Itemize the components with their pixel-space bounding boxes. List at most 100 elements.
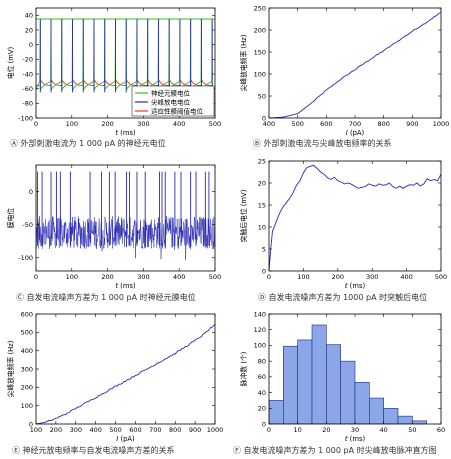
- x-tick-label: 0: [267, 426, 271, 434]
- y-tick-label: 25: [258, 157, 266, 165]
- y-tick-label: 0: [29, 188, 33, 196]
- x-tick-label: 300: [137, 273, 149, 281]
- x-tick-label: 20: [322, 426, 330, 434]
- plot-d: 0 100 200 300 400 500 0 5 10 15 20 25 t (ms) 突触后电位 (m…: [239, 157, 447, 290]
- caption-c: Ⓒ 自发电流噪声方差为 1 000 pA 时神经元膜电位: [16, 293, 196, 302]
- x-tick-label: 100: [66, 273, 78, 281]
- y-tick-label: 0: [29, 41, 33, 49]
- plot-f: 0 10 20 30 40 50 60 0 20 40 60 80 100 120 140 t (ms) 脉冲数…: [239, 310, 445, 443]
- y-tick-label: 100: [254, 342, 266, 350]
- histogram-bar: [397, 415, 413, 424]
- series-line: [269, 164, 441, 271]
- y-tick-label: 0: [262, 267, 266, 275]
- caption-f: Ⓕ 自发电流噪声方差为 1 000 pA 时尖峰放电脉冲直方图: [233, 446, 437, 455]
- axes-frame: [35, 164, 216, 272]
- x-tick-label: 200: [50, 426, 62, 434]
- plot-area: [36, 18, 215, 93]
- series-line: [269, 11, 441, 118]
- x-axis-label: t (ms): [115, 282, 136, 290]
- legend-label: 神经元膜电位: [151, 88, 191, 97]
- histogram-bar: [326, 344, 341, 424]
- caption-d: Ⓓ 自发电流噪声方差为 1000 pA 时突触后电位: [258, 293, 428, 302]
- x-axis-unit: (ms): [118, 129, 136, 137]
- x-axis-label: I (pA): [346, 129, 365, 137]
- x-axis-unit: (ms): [118, 282, 136, 290]
- y-axis-label: 尖峰放电频率 (Hz): [239, 34, 248, 91]
- chart-c: 0 100 200 300 400 500 -100 -50 0 t (ms) 膜电位: [6, 164, 221, 290]
- y-tick-label: 10: [258, 223, 266, 231]
- x-axis-var: t: [115, 129, 118, 137]
- x-tick-label: 500: [109, 426, 121, 434]
- chart-b: 400 500 600 700 800 900 1000 0 50 100 150 200 250 I (…: [239, 4, 450, 137]
- x-tick-label: 50: [408, 426, 416, 434]
- x-tick-label: 400: [400, 273, 412, 281]
- y-tick-label: 300: [21, 365, 33, 373]
- x-tick-label: 40: [380, 426, 388, 434]
- x-tick-label: 100: [297, 273, 309, 281]
- x-tick-label: 300: [137, 120, 149, 128]
- x-tick-label: 1000: [433, 120, 450, 128]
- plot-c: 0 100 200 300 400 500 -100 -50 0 t (ms) 膜电位: [6, 164, 221, 290]
- x-axis-var: t: [115, 282, 118, 290]
- chart-d: 0 100 200 300 400 500 0 5 10 15 20 25 t (ms) 突触后电位 (m…: [239, 157, 447, 290]
- x-axis-var: I: [346, 129, 348, 137]
- x-tick-label: 600: [320, 120, 332, 128]
- x-tick-label: 900: [406, 120, 418, 128]
- y-tick-label: 250: [254, 4, 266, 12]
- x-tick-label: 200: [101, 273, 113, 281]
- y-tick-label: 80: [258, 357, 266, 365]
- x-axis-unit: (ms): [348, 435, 366, 443]
- x-axis-label: t (ms): [345, 282, 366, 290]
- chart-f: 0 10 20 30 40 50 60 0 20 40 60 80 100 120 140 t (ms) 脉冲数…: [239, 310, 445, 443]
- histogram-bar: [369, 397, 384, 424]
- axes-frame: [268, 313, 442, 425]
- plot-area: [269, 164, 441, 271]
- x-tick-label: 400: [173, 273, 185, 281]
- y-axis-label: 脉冲数 (个): [239, 351, 248, 386]
- y-tick-label: 40: [258, 389, 266, 397]
- y-tick-label: -20: [22, 56, 33, 64]
- x-axis-label: I (pA): [116, 435, 135, 443]
- y-tick-label: 0: [29, 420, 33, 428]
- y-axis-label: 尖峰放电频率 (Hz): [6, 340, 15, 397]
- series-line: [36, 323, 215, 424]
- x-tick-label: 600: [129, 426, 141, 434]
- x-axis-var: t: [345, 435, 348, 443]
- x-tick-label: 500: [435, 273, 447, 281]
- y-tick-label: 200: [21, 384, 33, 392]
- x-tick-label: 300: [366, 273, 378, 281]
- y-tick-label: -60: [22, 85, 33, 93]
- y-tick-label: 50: [258, 92, 266, 100]
- y-axis-label: 突触后电位 (mV): [239, 189, 248, 242]
- plot-a: 0 100 200 300 400 500 -100 -80 -60 -40 -20 0 20 40 t (…: [6, 7, 221, 137]
- x-axis-var: I: [116, 435, 118, 443]
- plot-e: 100 200 300 400 500 600 700 800 900 1000010020030…: [6, 310, 223, 443]
- legend-label: 尖峰放电电位: [151, 97, 191, 106]
- y-tick-label: 150: [254, 48, 266, 56]
- series-membrane: [36, 18, 215, 92]
- y-tick-label: 100: [254, 70, 266, 78]
- histogram-bar: [354, 382, 370, 424]
- y-tick-label: 400: [21, 347, 33, 355]
- caption-b: Ⓑ 外部刺激电流与尖峰放电频率的关系: [253, 139, 392, 148]
- y-tick-label: 200: [254, 26, 266, 34]
- y-tick-label: -40: [22, 70, 33, 78]
- x-tick-label: 0: [34, 273, 38, 281]
- x-tick-label: 800: [169, 426, 181, 434]
- y-tick-label: 100: [21, 402, 33, 410]
- y-tick-label: 20: [258, 405, 266, 413]
- y-tick-label: 140: [254, 310, 266, 318]
- y-tick-label: 0: [262, 420, 266, 428]
- y-axis-label: 膜电位: [6, 208, 15, 229]
- y-tick-label: 60: [258, 373, 266, 381]
- x-axis-label: t (ms): [345, 435, 366, 443]
- axes-frame: [35, 7, 216, 119]
- y-tick-label: -100: [18, 114, 33, 122]
- x-tick-label: 400: [173, 120, 185, 128]
- x-tick-label: 100: [66, 120, 78, 128]
- x-tick-label: 700: [349, 120, 361, 128]
- plot-area: [269, 11, 441, 118]
- chart-e: 100 200 300 400 500 600 700 800 900 1000010020030…: [6, 310, 223, 443]
- axes-frame: [268, 160, 442, 272]
